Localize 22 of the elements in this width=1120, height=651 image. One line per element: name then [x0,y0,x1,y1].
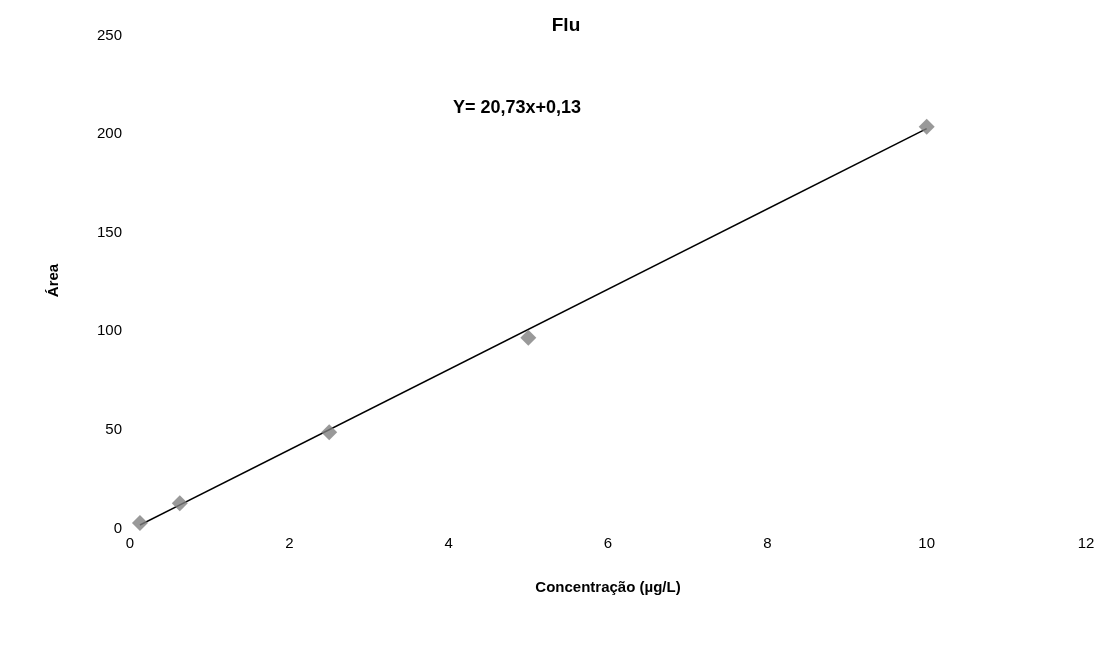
x-tick-label: 0 [125,534,135,551]
point [918,118,935,135]
chart-title: Flu [551,14,581,35]
y-tick-label: 50 [105,419,122,437]
point [520,329,537,346]
y-tick-label: 100 [96,321,122,339]
annotation: Y= 20,73x+0,13 [453,97,582,117]
y-tick-label: 200 [96,124,122,142]
x-tick-label: 4 [444,534,453,551]
y-tick-label: 150 [96,222,122,240]
x-tick-label: 12 [1077,534,1095,551]
x-tick-label: 2 [285,534,294,551]
x-axis-title: Concentração (µg/L) [535,578,681,595]
point [321,424,338,441]
point [171,495,188,512]
y-axis-title: Área [44,263,61,298]
x-tick-label: 8 [763,534,772,551]
point [131,515,148,532]
x-tick-label: 10 [918,534,936,551]
x-tick-label: 6 [603,534,613,551]
y-tick-label: 250 [96,25,122,43]
y-tick-label: 0 [113,518,122,536]
